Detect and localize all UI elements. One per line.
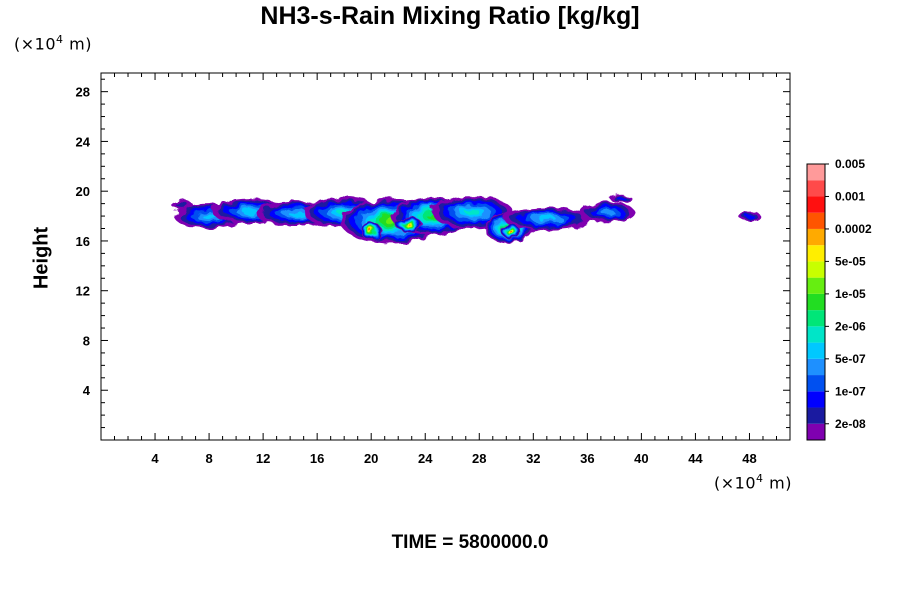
colorbar-swatch bbox=[807, 293, 825, 311]
colorbar-swatch bbox=[807, 164, 825, 181]
x-tick-label: 8 bbox=[205, 451, 212, 466]
colorbar-swatch bbox=[807, 277, 825, 294]
y-tick-label: 24 bbox=[76, 134, 91, 149]
chart-title: NH3-s-Rain Mixing Ratio [kg/kg] bbox=[260, 2, 640, 30]
x-unit: m bbox=[769, 473, 786, 493]
y-tick-label: 16 bbox=[76, 234, 90, 249]
colorbar-swatch bbox=[807, 342, 825, 359]
x-axis-unit: (×104 m) bbox=[714, 472, 792, 493]
contour-blob bbox=[537, 216, 556, 221]
colorbar-swatch bbox=[807, 358, 825, 376]
colorbar-swatch bbox=[807, 375, 825, 392]
x-tick-label: 48 bbox=[742, 451, 756, 466]
colorbar-label: 2e-06 bbox=[835, 319, 866, 333]
colorbar-frame bbox=[806, 163, 826, 441]
colorbar-label: 0.0002 bbox=[835, 222, 872, 236]
contour-blob bbox=[201, 213, 217, 219]
y-unit-exponent: 4 bbox=[56, 33, 64, 46]
x-unit-exponent: 4 bbox=[756, 472, 764, 485]
colorbar-label: 5e-07 bbox=[835, 352, 866, 366]
contour-blob bbox=[241, 208, 258, 214]
y-tick-label: 8 bbox=[83, 333, 90, 348]
contour-blob bbox=[616, 196, 626, 201]
y-axis-unit: (×104 m) bbox=[14, 33, 92, 54]
colorbar-swatch bbox=[807, 391, 825, 408]
contour-peak bbox=[407, 223, 411, 226]
x-tick-label: 32 bbox=[526, 451, 540, 466]
colorbar-label: 2e-08 bbox=[835, 417, 866, 431]
x-tick-label: 24 bbox=[418, 451, 433, 466]
contour-blob bbox=[600, 209, 615, 215]
x-tick-label: 12 bbox=[256, 451, 270, 466]
y-unit: m bbox=[69, 34, 86, 54]
colorbar-swatch bbox=[807, 245, 825, 262]
plot-frame bbox=[100, 72, 791, 441]
colorbar-swatch bbox=[807, 310, 825, 327]
colorbar-label: 1e-07 bbox=[835, 384, 866, 398]
colorbar: 2e-08 1e-07 5e-07 2e-06 1e-05 5e-05 0.0002 0.00… bbox=[806, 157, 872, 441]
colorbar-label: 0.005 bbox=[835, 157, 865, 171]
contour-blob bbox=[745, 214, 754, 219]
x-tick-label: 4 bbox=[151, 451, 159, 466]
colorbar-swatch bbox=[807, 423, 825, 440]
y-tick-label: 12 bbox=[76, 284, 90, 299]
contour-blob bbox=[288, 211, 306, 217]
y-tick-label: 20 bbox=[76, 184, 90, 199]
y-tick-label: 4 bbox=[83, 383, 91, 398]
x-tick-label: 16 bbox=[310, 451, 324, 466]
contour-field bbox=[171, 194, 761, 244]
colorbar-label: 1e-05 bbox=[835, 287, 866, 301]
x-tick-label: 40 bbox=[634, 451, 648, 466]
colorbar-swatch bbox=[807, 180, 825, 197]
contour-peak bbox=[370, 229, 373, 232]
colorbar-swatch bbox=[807, 326, 825, 343]
colorbar-label: 5e-05 bbox=[835, 254, 866, 268]
x-tick-label: 20 bbox=[364, 451, 378, 466]
y-tick-label: 28 bbox=[76, 85, 90, 100]
contour-blob bbox=[175, 202, 189, 208]
colorbar-label: 0.001 bbox=[835, 189, 865, 203]
time-label: TIME = 5800000.0 bbox=[391, 532, 549, 553]
x-tick-label: 36 bbox=[580, 451, 594, 466]
contour-peak bbox=[509, 229, 512, 232]
colorbar-swatch bbox=[807, 261, 825, 278]
colorbar-swatch bbox=[807, 212, 825, 229]
colorbar-swatch bbox=[807, 228, 825, 246]
x-tick-label: 28 bbox=[472, 451, 486, 466]
contour-blob bbox=[465, 209, 480, 216]
colorbar-swatch bbox=[807, 196, 825, 213]
plot-area bbox=[171, 194, 761, 244]
x-tick-label: 44 bbox=[688, 451, 703, 466]
colorbar-swatch bbox=[807, 407, 825, 424]
